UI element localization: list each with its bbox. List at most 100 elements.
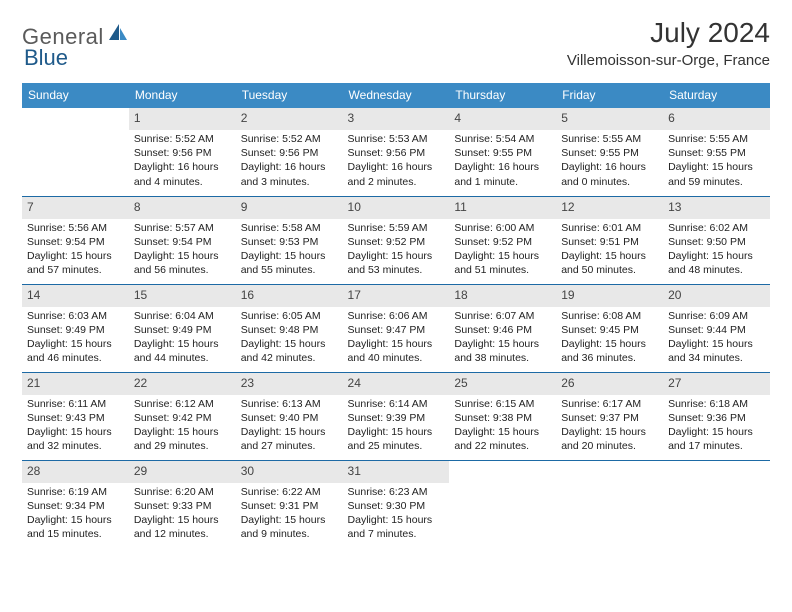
day-number: 22 [129, 373, 236, 395]
day-number: 28 [22, 461, 129, 483]
day-number: 23 [236, 373, 343, 395]
day-number: 16 [236, 285, 343, 307]
day-number: 30 [236, 461, 343, 483]
day-number: 1 [129, 108, 236, 130]
calendar-cell: 8Sunrise: 5:57 AMSunset: 9:54 PMDaylight… [129, 196, 236, 284]
day-number: 9 [236, 197, 343, 219]
day-number: 14 [22, 285, 129, 307]
day-number: 3 [343, 108, 450, 130]
day-details: Sunrise: 5:58 AMSunset: 9:53 PMDaylight:… [236, 219, 343, 282]
calendar-cell: 25Sunrise: 6:15 AMSunset: 9:38 PMDayligh… [449, 372, 556, 460]
calendar-cell: 20Sunrise: 6:09 AMSunset: 9:44 PMDayligh… [663, 284, 770, 372]
calendar-row: 7Sunrise: 5:56 AMSunset: 9:54 PMDaylight… [22, 196, 770, 284]
calendar-cell: 26Sunrise: 6:17 AMSunset: 9:37 PMDayligh… [556, 372, 663, 460]
day-details: Sunrise: 5:57 AMSunset: 9:54 PMDaylight:… [129, 219, 236, 282]
day-details: Sunrise: 6:19 AMSunset: 9:34 PMDaylight:… [22, 483, 129, 546]
day-number: 25 [449, 373, 556, 395]
day-number: 31 [343, 461, 450, 483]
weekday-monday: Monday [129, 83, 236, 109]
day-number [663, 461, 770, 481]
calendar-page: General July 2024 Villemoisson-sur-Orge,… [0, 0, 792, 558]
calendar-cell [449, 460, 556, 548]
day-number: 19 [556, 285, 663, 307]
day-number: 18 [449, 285, 556, 307]
day-number: 29 [129, 461, 236, 483]
day-number: 10 [343, 197, 450, 219]
calendar-cell: 28Sunrise: 6:19 AMSunset: 9:34 PMDayligh… [22, 460, 129, 548]
calendar-cell: 31Sunrise: 6:23 AMSunset: 9:30 PMDayligh… [343, 460, 450, 548]
weekday-tuesday: Tuesday [236, 83, 343, 109]
calendar-cell: 27Sunrise: 6:18 AMSunset: 9:36 PMDayligh… [663, 372, 770, 460]
day-number: 7 [22, 197, 129, 219]
day-details: Sunrise: 6:04 AMSunset: 9:49 PMDaylight:… [129, 307, 236, 370]
day-details: Sunrise: 6:05 AMSunset: 9:48 PMDaylight:… [236, 307, 343, 370]
day-details: Sunrise: 6:08 AMSunset: 9:45 PMDaylight:… [556, 307, 663, 370]
calendar-cell: 19Sunrise: 6:08 AMSunset: 9:45 PMDayligh… [556, 284, 663, 372]
day-details: Sunrise: 5:55 AMSunset: 9:55 PMDaylight:… [663, 130, 770, 193]
day-details: Sunrise: 6:06 AMSunset: 9:47 PMDaylight:… [343, 307, 450, 370]
weekday-saturday: Saturday [663, 83, 770, 109]
calendar-cell: 30Sunrise: 6:22 AMSunset: 9:31 PMDayligh… [236, 460, 343, 548]
calendar-cell [663, 460, 770, 548]
day-details: Sunrise: 5:56 AMSunset: 9:54 PMDaylight:… [22, 219, 129, 282]
day-number: 20 [663, 285, 770, 307]
calendar-body: 1Sunrise: 5:52 AMSunset: 9:56 PMDaylight… [22, 108, 770, 548]
day-details: Sunrise: 6:13 AMSunset: 9:40 PMDaylight:… [236, 395, 343, 458]
calendar-cell: 29Sunrise: 6:20 AMSunset: 9:33 PMDayligh… [129, 460, 236, 548]
calendar-cell: 9Sunrise: 5:58 AMSunset: 9:53 PMDaylight… [236, 196, 343, 284]
title-block: July 2024 Villemoisson-sur-Orge, France [567, 18, 770, 70]
calendar-head: Sunday Monday Tuesday Wednesday Thursday… [22, 83, 770, 109]
day-details: Sunrise: 6:20 AMSunset: 9:33 PMDaylight:… [129, 483, 236, 546]
day-details: Sunrise: 5:59 AMSunset: 9:52 PMDaylight:… [343, 219, 450, 282]
day-number: 21 [22, 373, 129, 395]
day-number [22, 108, 129, 128]
calendar-row: 21Sunrise: 6:11 AMSunset: 9:43 PMDayligh… [22, 372, 770, 460]
day-number: 15 [129, 285, 236, 307]
weekday-sunday: Sunday [22, 83, 129, 109]
calendar-cell: 13Sunrise: 6:02 AMSunset: 9:50 PMDayligh… [663, 196, 770, 284]
day-details: Sunrise: 5:52 AMSunset: 9:56 PMDaylight:… [129, 130, 236, 193]
day-details: Sunrise: 5:54 AMSunset: 9:55 PMDaylight:… [449, 130, 556, 193]
calendar-row: 14Sunrise: 6:03 AMSunset: 9:49 PMDayligh… [22, 284, 770, 372]
day-number: 2 [236, 108, 343, 130]
calendar-cell: 17Sunrise: 6:06 AMSunset: 9:47 PMDayligh… [343, 284, 450, 372]
day-details: Sunrise: 5:55 AMSunset: 9:55 PMDaylight:… [556, 130, 663, 193]
calendar-cell: 2Sunrise: 5:52 AMSunset: 9:56 PMDaylight… [236, 108, 343, 196]
calendar-cell: 5Sunrise: 5:55 AMSunset: 9:55 PMDaylight… [556, 108, 663, 196]
day-number [556, 461, 663, 481]
weekday-thursday: Thursday [449, 83, 556, 109]
day-number: 5 [556, 108, 663, 130]
calendar-cell: 10Sunrise: 5:59 AMSunset: 9:52 PMDayligh… [343, 196, 450, 284]
calendar-row: 28Sunrise: 6:19 AMSunset: 9:34 PMDayligh… [22, 460, 770, 548]
month-title: July 2024 [567, 18, 770, 49]
calendar-cell: 21Sunrise: 6:11 AMSunset: 9:43 PMDayligh… [22, 372, 129, 460]
day-number: 4 [449, 108, 556, 130]
day-details: Sunrise: 6:23 AMSunset: 9:30 PMDaylight:… [343, 483, 450, 546]
day-number [449, 461, 556, 481]
day-details: Sunrise: 6:17 AMSunset: 9:37 PMDaylight:… [556, 395, 663, 458]
calendar-cell: 16Sunrise: 6:05 AMSunset: 9:48 PMDayligh… [236, 284, 343, 372]
calendar-cell: 12Sunrise: 6:01 AMSunset: 9:51 PMDayligh… [556, 196, 663, 284]
day-details: Sunrise: 6:12 AMSunset: 9:42 PMDaylight:… [129, 395, 236, 458]
day-number: 26 [556, 373, 663, 395]
calendar-cell: 22Sunrise: 6:12 AMSunset: 9:42 PMDayligh… [129, 372, 236, 460]
location-subtitle: Villemoisson-sur-Orge, France [567, 51, 770, 71]
calendar-cell: 1Sunrise: 5:52 AMSunset: 9:56 PMDaylight… [129, 108, 236, 196]
calendar-cell [556, 460, 663, 548]
day-details: Sunrise: 6:01 AMSunset: 9:51 PMDaylight:… [556, 219, 663, 282]
calendar-cell: 18Sunrise: 6:07 AMSunset: 9:46 PMDayligh… [449, 284, 556, 372]
calendar-cell: 7Sunrise: 5:56 AMSunset: 9:54 PMDaylight… [22, 196, 129, 284]
day-details: Sunrise: 6:22 AMSunset: 9:31 PMDaylight:… [236, 483, 343, 546]
calendar-cell: 4Sunrise: 5:54 AMSunset: 9:55 PMDaylight… [449, 108, 556, 196]
day-number: 17 [343, 285, 450, 307]
calendar-cell: 23Sunrise: 6:13 AMSunset: 9:40 PMDayligh… [236, 372, 343, 460]
day-number: 6 [663, 108, 770, 130]
calendar-cell: 6Sunrise: 5:55 AMSunset: 9:55 PMDaylight… [663, 108, 770, 196]
day-details: Sunrise: 6:18 AMSunset: 9:36 PMDaylight:… [663, 395, 770, 458]
day-details: Sunrise: 6:09 AMSunset: 9:44 PMDaylight:… [663, 307, 770, 370]
day-details: Sunrise: 6:07 AMSunset: 9:46 PMDaylight:… [449, 307, 556, 370]
day-number: 12 [556, 197, 663, 219]
weekday-wednesday: Wednesday [343, 83, 450, 109]
weekday-friday: Friday [556, 83, 663, 109]
day-details: Sunrise: 5:53 AMSunset: 9:56 PMDaylight:… [343, 130, 450, 193]
